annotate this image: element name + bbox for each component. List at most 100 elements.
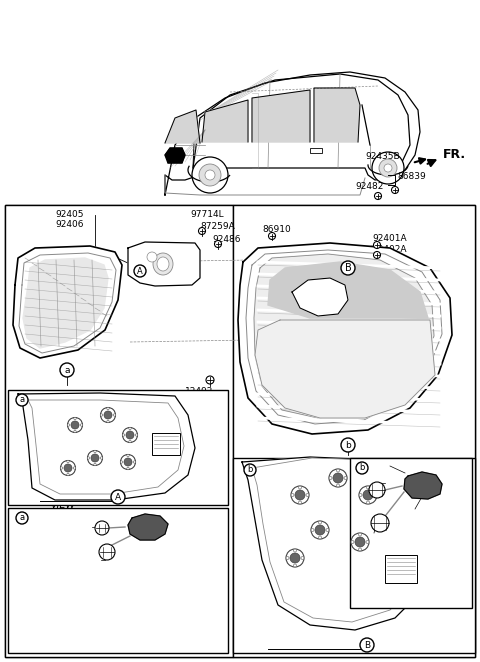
Text: 18643D: 18643D — [396, 508, 432, 517]
Circle shape — [374, 493, 377, 496]
Circle shape — [122, 428, 137, 442]
Text: B: B — [345, 263, 351, 273]
Circle shape — [359, 493, 362, 496]
Circle shape — [120, 461, 123, 463]
Circle shape — [363, 490, 373, 500]
Text: 87259A: 87259A — [200, 222, 235, 231]
Circle shape — [301, 557, 304, 559]
Ellipse shape — [153, 253, 173, 275]
Circle shape — [351, 540, 354, 544]
Circle shape — [100, 408, 116, 422]
Circle shape — [64, 464, 72, 472]
Circle shape — [286, 549, 304, 567]
Circle shape — [392, 187, 398, 193]
Circle shape — [94, 450, 96, 453]
Text: b: b — [345, 440, 351, 449]
Circle shape — [359, 548, 361, 551]
Circle shape — [379, 159, 397, 177]
Circle shape — [359, 486, 377, 504]
Circle shape — [73, 467, 76, 469]
Circle shape — [356, 462, 368, 474]
Circle shape — [372, 152, 404, 184]
Circle shape — [60, 363, 74, 377]
Bar — [5, 205, 475, 657]
Circle shape — [134, 265, 146, 277]
Text: 92486: 92486 — [212, 235, 240, 244]
Bar — [5, 205, 233, 657]
Text: 12492: 12492 — [185, 387, 214, 396]
Circle shape — [206, 376, 214, 384]
Circle shape — [360, 638, 374, 652]
Circle shape — [336, 469, 339, 472]
Circle shape — [293, 564, 297, 567]
Circle shape — [299, 501, 301, 504]
Bar — [350, 458, 472, 608]
Text: 92402A: 92402A — [372, 245, 407, 254]
Polygon shape — [13, 246, 122, 358]
Circle shape — [107, 420, 109, 423]
Circle shape — [244, 464, 256, 476]
Text: A: A — [115, 493, 121, 502]
Circle shape — [60, 461, 75, 475]
Circle shape — [122, 434, 125, 436]
Circle shape — [291, 486, 309, 504]
Text: 92450A: 92450A — [374, 464, 408, 473]
Polygon shape — [255, 320, 435, 418]
Polygon shape — [165, 72, 420, 195]
Circle shape — [87, 451, 103, 465]
Circle shape — [74, 417, 76, 420]
Circle shape — [87, 457, 90, 459]
Polygon shape — [292, 278, 348, 316]
Circle shape — [67, 460, 69, 463]
Circle shape — [319, 521, 322, 524]
Circle shape — [367, 486, 370, 489]
Polygon shape — [238, 243, 452, 434]
Circle shape — [336, 484, 339, 487]
Text: FR.: FR. — [443, 148, 466, 161]
Circle shape — [311, 528, 314, 532]
Polygon shape — [254, 254, 434, 418]
Circle shape — [374, 193, 382, 199]
Text: 92435B: 92435B — [365, 152, 400, 161]
Bar — [233, 458, 475, 653]
Polygon shape — [128, 514, 168, 540]
Bar — [385, 555, 417, 583]
Circle shape — [333, 473, 343, 483]
Circle shape — [111, 490, 125, 504]
Circle shape — [351, 533, 369, 551]
Circle shape — [107, 407, 109, 410]
Circle shape — [295, 490, 305, 500]
Polygon shape — [242, 457, 428, 630]
Circle shape — [286, 557, 289, 559]
Text: b: b — [360, 463, 365, 473]
Circle shape — [129, 427, 131, 430]
Polygon shape — [165, 148, 185, 163]
Circle shape — [355, 537, 365, 547]
Bar — [310, 148, 322, 153]
Circle shape — [94, 463, 96, 465]
Circle shape — [319, 536, 322, 539]
Circle shape — [74, 430, 76, 433]
Text: A: A — [137, 267, 143, 275]
Circle shape — [127, 454, 129, 457]
Circle shape — [384, 164, 392, 172]
Circle shape — [306, 493, 309, 496]
Circle shape — [291, 493, 294, 496]
Polygon shape — [314, 88, 360, 142]
Text: 92406: 92406 — [55, 220, 84, 229]
Circle shape — [16, 394, 28, 406]
Circle shape — [16, 512, 28, 524]
Circle shape — [329, 477, 332, 479]
Circle shape — [126, 431, 134, 439]
Bar — [233, 205, 475, 657]
Text: a: a — [19, 514, 24, 522]
Circle shape — [215, 240, 221, 248]
Text: B: B — [364, 641, 370, 649]
Circle shape — [99, 544, 115, 560]
Circle shape — [199, 228, 205, 234]
Circle shape — [293, 549, 297, 552]
Polygon shape — [202, 100, 248, 142]
Circle shape — [71, 421, 79, 429]
Circle shape — [67, 473, 69, 476]
Circle shape — [341, 438, 355, 452]
